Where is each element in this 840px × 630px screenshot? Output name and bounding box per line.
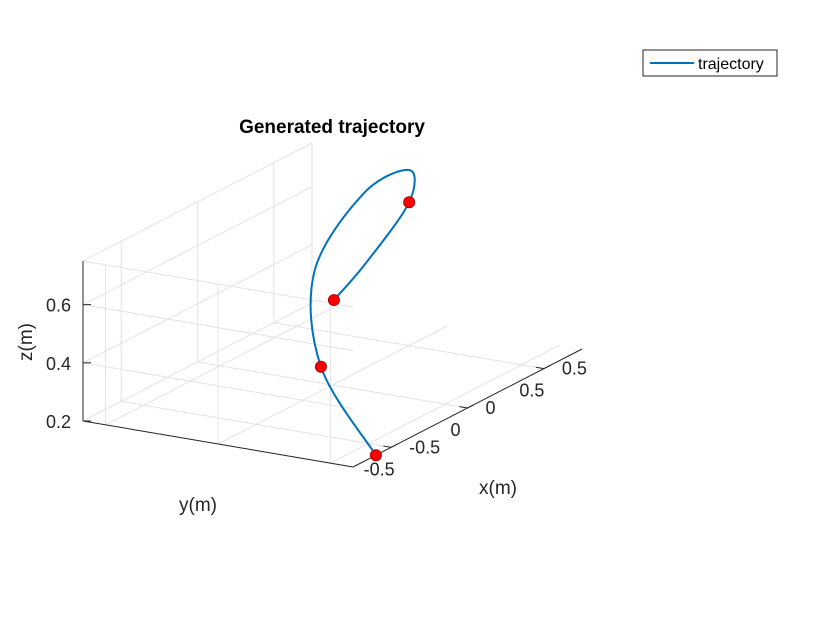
legend-entry-trajectory: trajectory: [698, 56, 764, 73]
z-tick-label: 0.2: [46, 412, 71, 432]
x-tick-label: -0.5: [409, 437, 440, 457]
y-tick-label: 0: [450, 420, 460, 440]
legend[interactable]: trajectory: [642, 49, 778, 77]
grid-line-back-z: [82, 186, 313, 306]
y-tick-mark: [390, 443, 399, 448]
z-tick-label: 0.4: [46, 354, 71, 374]
waypoint-marker: [314, 360, 327, 373]
x-axis-label: x(m): [479, 478, 517, 499]
grid-line-back-z: [82, 244, 313, 364]
z-axis-label: z(m): [16, 323, 37, 361]
grid-edge-back-top: [82, 142, 313, 262]
grid-line-side-z: [82, 362, 354, 410]
grid-line-side-z: [82, 304, 354, 352]
grid-lines: [82, 142, 560, 468]
y-axis-line: [82, 420, 354, 468]
grid-edge-side-top: [82, 260, 354, 308]
chart-title: Generated trajectory: [239, 117, 425, 138]
x-tick-mark: [383, 445, 392, 448]
waypoint-marker: [327, 294, 340, 307]
x-tick-label: 0.5: [562, 359, 587, 379]
trajectory-line: [309, 168, 416, 456]
grid-line-floor-y: [217, 325, 448, 445]
y-tick-label: 0.5: [519, 381, 544, 401]
y-tick-mark: [543, 364, 552, 370]
x-tick-mark: [459, 406, 468, 409]
tick-labels: -0.5 0 0.5 -0.5 0 0.5 0.2 0.4 0.6: [46, 296, 587, 480]
grid-line-floor-y: [330, 344, 560, 464]
waypoint-marker: [403, 196, 416, 209]
x-tick-label: 0: [486, 398, 496, 418]
y-tick-mark: [467, 403, 475, 409]
waypoint-marker: [369, 449, 382, 462]
grid-line-floor-y: [105, 306, 335, 426]
series-layer: [309, 168, 416, 462]
axes-box: [82, 261, 583, 468]
grid-line-back-z: [82, 302, 313, 422]
z-tick-label: 0.6: [46, 296, 71, 316]
x-tick-mark: [535, 366, 544, 370]
y-axis-label: y(m): [179, 495, 217, 516]
y-tick-label: -0.5: [364, 459, 395, 479]
